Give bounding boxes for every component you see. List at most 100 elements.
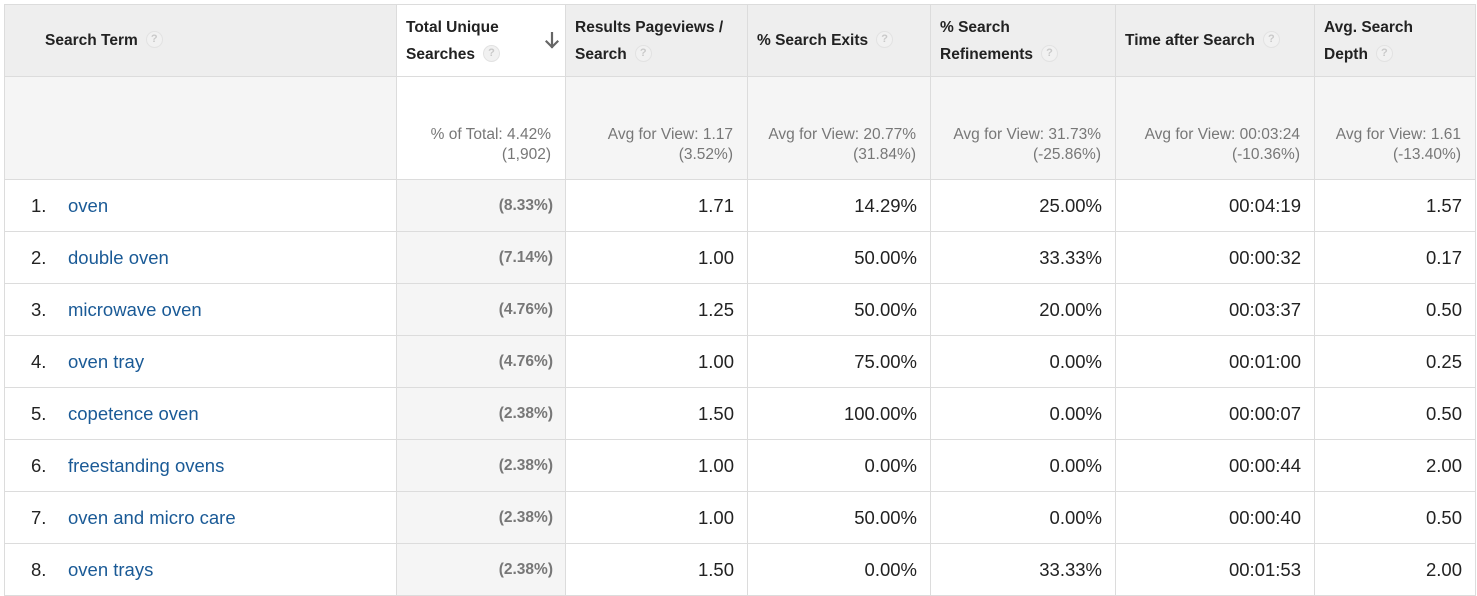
help-icon[interactable]: ? [1041,44,1059,62]
column-header-search-refinements[interactable]: % Search Refinements? [930,4,1116,77]
column-header-label: Depth [1324,45,1368,63]
search-exits-cell: 0.00% [747,439,931,492]
unique-searches-cell: (2.38%) [396,387,566,440]
search-term-link[interactable]: microwave oven [68,298,202,320]
row-index: 4. [31,350,47,372]
time-after-search-cell: 00:00:32 [1115,231,1315,284]
search-term-link[interactable]: oven [68,194,109,216]
search-depth-cell: 2.00 [1314,439,1476,492]
time-after-search-cell: 00:00:44 [1115,439,1315,492]
table-row: 8. oven trays (2.38%) 1.50 0.00% 33.33% 0… [4,543,1476,596]
table-row: 3. microwave oven (4.76%) 1.25 50.00% 20.… [4,283,1476,336]
table-row: 2. double oven (7.14%) 1.00 50.00% 33.33%… [4,231,1476,284]
help-icon[interactable]: ? [634,44,652,62]
unique-searches-cell: (7.14%) [396,231,566,284]
summary-cell-time: Avg for View: 00:03:24 (-10.36%) [1115,76,1315,180]
column-header-time-after-search[interactable]: Time after Search? [1115,4,1315,77]
summary-label: Avg for View: 31.73% [953,126,1101,143]
row-index: 2. [31,246,47,268]
search-depth-cell: 0.50 [1314,283,1476,336]
search-exits-cell: 14.29% [747,179,931,232]
search-term-cell: 4. oven tray [4,335,397,388]
search-term-link[interactable]: freestanding ovens [68,454,225,476]
search-refinements-cell: 20.00% [930,283,1116,336]
summary-compare: (3.52%) [678,146,733,163]
summary-cell-exits: Avg for View: 20.77% (31.84%) [747,76,931,180]
column-header-label: Searches [406,45,475,63]
search-term-link[interactable]: oven and micro care [68,506,236,528]
row-index: 5. [31,402,47,424]
time-after-search-cell: 00:00:40 [1115,491,1315,544]
results-pageviews-cell: 1.00 [565,335,748,388]
column-header-label: Avg. Search [1324,18,1414,36]
time-after-search-cell: 00:04:19 [1115,179,1315,232]
search-refinements-cell: 0.00% [930,491,1116,544]
column-header-label: Search [575,45,627,63]
summary-label: Avg for View: 1.17 [607,126,733,143]
time-after-search-cell: 00:00:07 [1115,387,1315,440]
column-header-label: Refinements [940,45,1034,63]
search-depth-cell: 0.17 [1314,231,1476,284]
search-exits-cell: 50.00% [747,231,931,284]
table-row: 6. freestanding ovens (2.38%) 1.00 0.00% … [4,439,1476,492]
time-after-search-cell: 00:01:53 [1115,543,1315,596]
table-row: 1. oven (8.33%) 1.71 14.29% 25.00% 00:04:… [4,179,1476,232]
summary-label: Avg for View: 20.77% [768,126,916,143]
search-term-cell: 7. oven and micro care [4,491,397,544]
search-depth-cell: 0.50 [1314,491,1476,544]
site-search-report-table: Search Term? Total Unique Searches? Resu… [4,4,1476,596]
unique-searches-cell: (4.76%) [396,283,566,336]
help-icon[interactable]: ? [482,44,500,62]
row-index: 3. [31,298,47,320]
column-header-label: Time after Search [1125,32,1255,49]
row-index: 7. [31,506,47,528]
unique-searches-cell: (2.38%) [396,543,566,596]
summary-label: Avg for View: 00:03:24 [1144,126,1300,143]
help-icon[interactable]: ? [1375,44,1393,62]
search-exits-cell: 50.00% [747,491,931,544]
search-depth-cell: 2.00 [1314,543,1476,596]
results-pageviews-cell: 1.00 [565,491,748,544]
results-pageviews-cell: 1.50 [565,387,748,440]
table-row: 7. oven and micro care (2.38%) 1.00 50.00… [4,491,1476,544]
arrow-down-icon[interactable] [545,32,559,50]
search-term-link[interactable]: copetence oven [68,402,199,424]
column-header-results-pageviews[interactable]: Results Pageviews / Search? [565,4,748,77]
search-term-cell: 6. freestanding ovens [4,439,397,492]
summary-cell-empty [4,76,397,180]
summary-compare: (-13.40%) [1392,146,1461,163]
summary-cell-rpp: Avg for View: 1.17 (3.52%) [565,76,748,180]
column-header-label: Search Term [45,32,138,49]
help-icon[interactable]: ? [1262,31,1280,49]
column-header-search-exits[interactable]: % Search Exits? [747,4,931,77]
summary-compare: (-10.36%) [1231,146,1300,163]
search-term-link[interactable]: oven trays [68,558,154,580]
search-term-cell: 3. microwave oven [4,283,397,336]
summary-cell-unique: % of Total: 4.42% (1,902) [396,76,566,180]
help-icon[interactable]: ? [145,31,163,49]
table-row: 5. copetence oven (2.38%) 1.50 100.00% 0.… [4,387,1476,440]
results-pageviews-cell: 1.00 [565,231,748,284]
search-refinements-cell: 33.33% [930,231,1116,284]
column-header-label: Total Unique [406,18,499,36]
search-depth-cell: 1.57 [1314,179,1476,232]
search-term-link[interactable]: oven tray [68,350,145,372]
column-header-label: Results Pageviews / [575,18,724,36]
column-header-avg-search-depth[interactable]: Avg. Search Depth? [1314,4,1476,77]
summary-cell-refine: Avg for View: 31.73% (-25.86%) [930,76,1116,180]
summary-compare: (-25.86%) [1032,146,1101,163]
summary-label: % of Total: 4.42% [430,126,551,143]
summary-compare: (31.84%) [853,146,916,163]
column-header-total-unique-searches[interactable]: Total Unique Searches? [396,4,566,77]
summary-row: % of Total: 4.42% (1,902) Avg for View: … [4,76,1476,180]
search-refinements-cell: 0.00% [930,387,1116,440]
summary-cell-depth: Avg for View: 1.61 (-13.40%) [1314,76,1476,180]
column-header-search-term[interactable]: Search Term? [4,4,397,77]
search-exits-cell: 100.00% [747,387,931,440]
search-term-link[interactable]: double oven [68,246,169,268]
row-index: 6. [31,454,47,476]
help-icon[interactable]: ? [876,31,894,49]
row-index: 8. [31,558,47,580]
search-term-cell: 2. double oven [4,231,397,284]
search-depth-cell: 0.50 [1314,387,1476,440]
